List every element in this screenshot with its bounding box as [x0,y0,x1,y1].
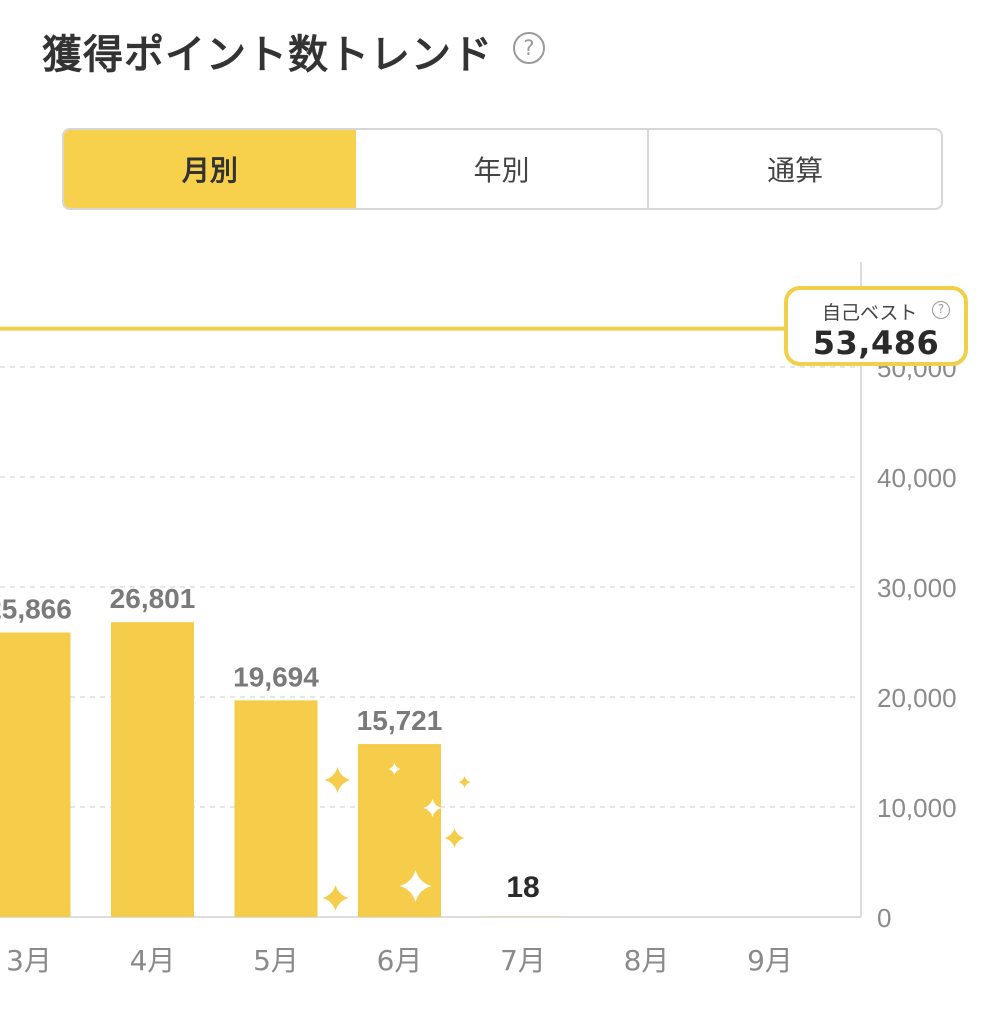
y-tick-label: 40,000 [877,463,957,493]
sparkle-icon [399,870,432,902]
y-tick-label: 0 [877,903,891,933]
bar [358,744,441,917]
question-circle-icon[interactable]: ? [932,301,950,319]
sparkle-icon [423,799,442,817]
x-category-label: 8月 [624,944,670,977]
x-category-label: 9月 [747,944,793,977]
x-axis-categories: 3月 4月 5月 6月 7月 8月 9月 [6,944,793,977]
bar-value-label: 18 [506,871,539,904]
personal-best-badge[interactable]: 自己ベスト ? 53,486 [784,286,968,366]
sparkle-icon [324,767,351,793]
tab-total[interactable]: 通算 [647,130,941,208]
question-circle-icon[interactable]: ? [513,32,545,64]
x-category-label: 5月 [253,944,299,977]
bar [0,632,71,917]
value-labels: 25,866 26,801 19,694 15,721 18 [0,583,540,904]
page-title: 獲得ポイント数トレンド [42,32,493,78]
bar-value-label: 25,866 [0,593,72,624]
x-category-label: 7月 [500,944,546,977]
bars [0,622,565,917]
tab-yearly[interactable]: 年別 [473,154,530,187]
sparkle-icon [388,763,401,775]
bar [111,622,194,917]
sparkle-icon [322,885,349,911]
sparkle-icon [458,776,471,788]
x-category-label: 4月 [130,944,176,977]
bar-value-label: 15,721 [357,705,443,736]
sparkle-icon [444,828,465,848]
tab-monthly[interactable]: 月別 [64,130,356,208]
bar [234,700,318,917]
y-tick-label: 10,000 [877,793,957,823]
y-tick-label: 30,000 [877,573,957,603]
period-tabs: 月別 年別 通算 [62,128,943,210]
y-tick-label: 20,000 [877,683,957,713]
personal-best-label: 自己ベスト [822,302,918,324]
personal-best-value: 53,486 [812,324,940,362]
sparkles [322,763,471,911]
x-category-label: 6月 [377,944,423,977]
x-category-label: 3月 [6,944,52,977]
bar-value-label: 19,694 [233,661,319,692]
bar-value-label: 26,801 [110,583,196,614]
